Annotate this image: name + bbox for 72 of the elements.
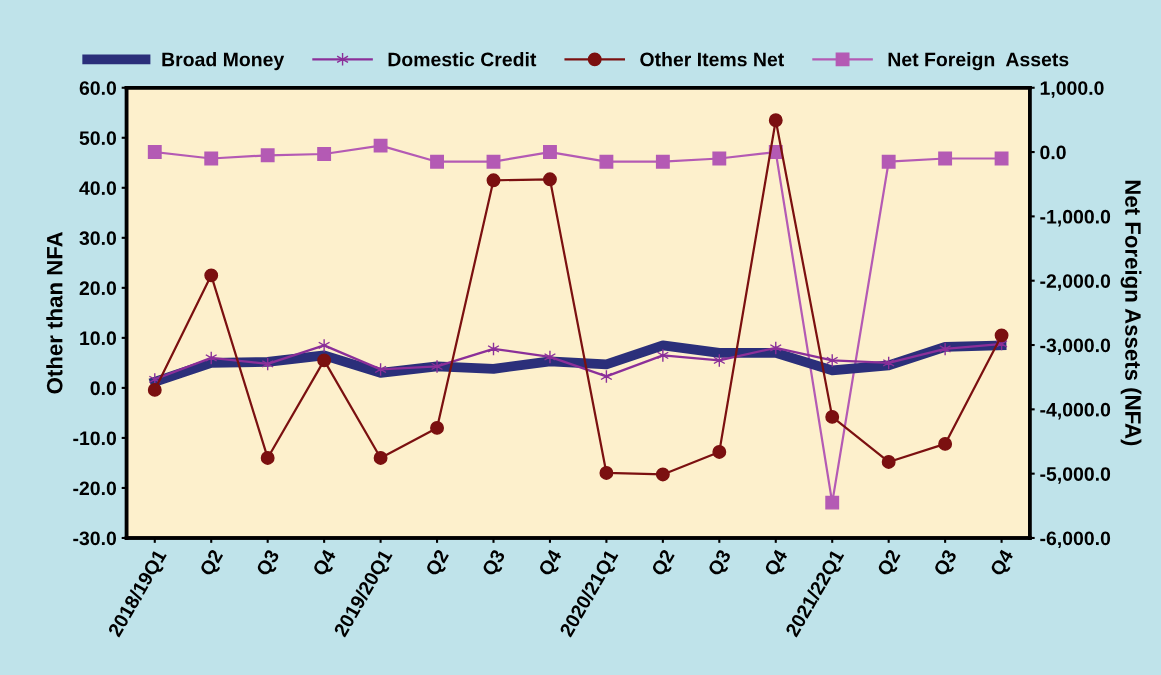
y-tick-label: 50.0 — [79, 131, 117, 146]
point — [147, 382, 162, 397]
point — [373, 450, 388, 465]
x-tick-label: Q2 — [650, 548, 678, 579]
y-tick-label: -30.0 — [73, 531, 117, 546]
point — [655, 154, 670, 169]
y2-tick-label: -5,000.0 — [1040, 467, 1111, 484]
y-tick-label: 30.0 — [79, 231, 117, 246]
point — [994, 151, 1009, 166]
y-tick-label: 60.0 — [79, 81, 117, 95]
y2-tick-label: -4,000.0 — [1040, 402, 1111, 420]
x-tick-label: Q2 — [876, 548, 904, 579]
point — [881, 154, 896, 169]
point — [430, 420, 444, 435]
point — [318, 338, 331, 353]
point — [939, 341, 952, 356]
x-tick-label: Q4 — [763, 548, 792, 579]
y-tick-label: 0.0 — [90, 381, 117, 396]
x-tick-label: Q3 — [255, 548, 283, 579]
legend-label: Other Items Net — [640, 52, 785, 67]
point — [317, 353, 332, 368]
point — [204, 268, 219, 283]
point — [543, 349, 557, 364]
point — [825, 409, 840, 424]
point — [543, 172, 557, 187]
y-tick-label: -20.0 — [73, 481, 117, 496]
point — [768, 113, 783, 128]
point — [938, 436, 953, 451]
point — [486, 173, 501, 188]
point — [655, 467, 670, 482]
point — [881, 454, 896, 469]
y-axis-title: Other than NFA — [46, 231, 63, 394]
x-tick-label: Q2 — [424, 548, 453, 579]
point — [825, 495, 840, 510]
point — [204, 151, 219, 166]
point — [656, 348, 669, 363]
y-tick-label: 20.0 — [79, 281, 117, 296]
y2-tick-label: -6,000.0 — [1040, 531, 1111, 549]
point — [430, 154, 444, 169]
point — [486, 154, 501, 169]
y2-axis-title: Net Foreign Assets (NFA) — [1120, 180, 1142, 446]
y-tick-label: -10.0 — [73, 431, 117, 446]
point — [938, 151, 953, 166]
y2-tick-label: 0.0 — [1040, 145, 1066, 160]
x-tick-label: Q3 — [481, 548, 509, 579]
legend-label: Domestic Credit — [388, 52, 537, 67]
y2-tick-label: -1,000.0 — [1040, 209, 1111, 227]
point — [599, 465, 614, 480]
point — [260, 450, 275, 465]
point — [260, 148, 275, 163]
y2-tick-label: 1,000.0 — [1040, 81, 1104, 98]
point — [317, 147, 332, 161]
y-tick-label: 10.0 — [80, 331, 117, 346]
point — [712, 444, 727, 459]
x-tick-label: Q4 — [312, 548, 340, 579]
y-tick-label: 40.0 — [79, 181, 117, 196]
x-tick-label: Q3 — [933, 548, 961, 579]
point — [430, 359, 444, 374]
y2-tick-label: -3,000.0 — [1040, 338, 1111, 356]
x-tick-label: Q4 — [537, 548, 566, 579]
x-tick-label: Q2 — [199, 548, 227, 579]
legend-label: Net Foreign Assets — [888, 52, 1069, 71]
point — [994, 328, 1009, 343]
y2-tick-label: -2,000.0 — [1040, 274, 1111, 291]
point — [543, 145, 557, 160]
x-tick-label: Q3 — [707, 548, 735, 579]
point — [599, 154, 614, 169]
legend-label: Broad Money — [162, 52, 285, 71]
point — [712, 151, 727, 166]
point — [147, 145, 162, 160]
point — [373, 138, 388, 153]
x-tick-label: Q4 — [989, 548, 1018, 579]
